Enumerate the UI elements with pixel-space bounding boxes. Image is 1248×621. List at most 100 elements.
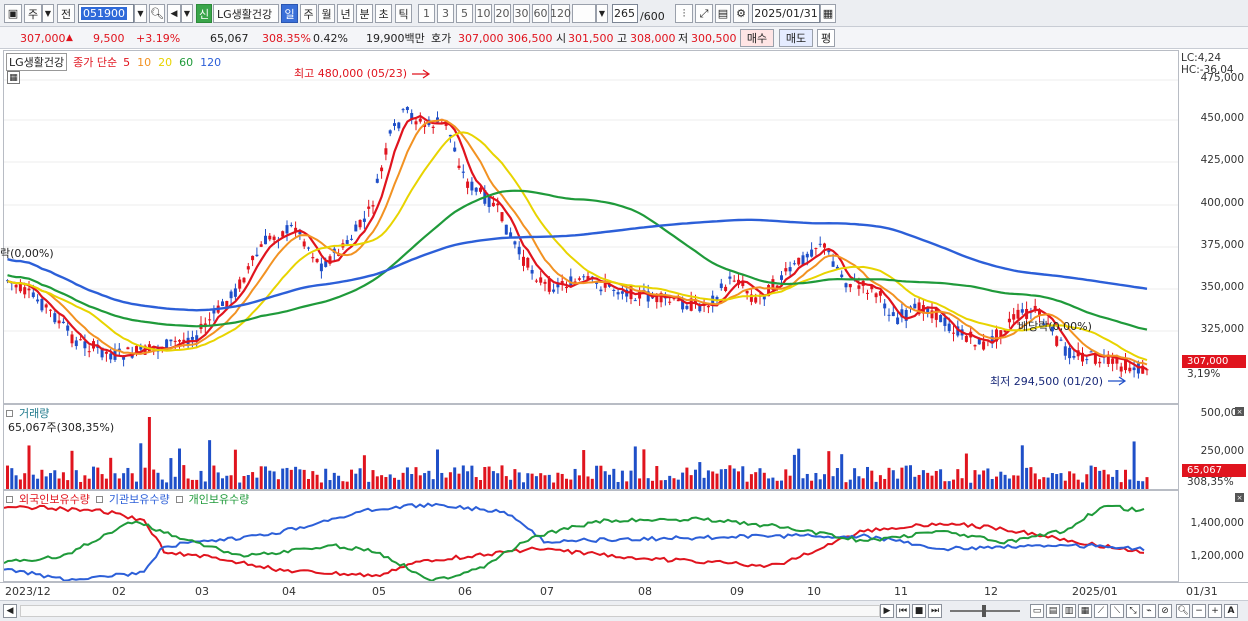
holding-panel[interactable] xyxy=(3,490,1179,582)
draw-icon[interactable]: ⤢ xyxy=(695,4,713,23)
period-tab-3[interactable]: 년 xyxy=(337,4,354,23)
stop-icon[interactable]: ■ xyxy=(912,604,926,618)
tool-icon-6[interactable]: ⟍ xyxy=(1110,604,1124,618)
zoom-in-icon[interactable]: + xyxy=(1208,604,1222,618)
x-axis-right-label: 01/31 xyxy=(1186,585,1218,598)
x-label-7: 08 xyxy=(638,585,652,598)
font-size-icon[interactable]: A xyxy=(1224,604,1238,618)
tool-icon-2[interactable]: ▤ xyxy=(1046,604,1060,618)
count-input[interactable]: 265 xyxy=(612,4,638,23)
holding-y-tick-1: 1,200,000 xyxy=(1190,550,1244,562)
open: 301,500 xyxy=(568,31,614,45)
buy-button[interactable]: 매수 xyxy=(740,29,774,47)
x-label-9: 10 xyxy=(807,585,821,598)
price-panel[interactable] xyxy=(3,50,1179,404)
volume-y-axis: 500,000 250,000 65,067 308,35% xyxy=(1179,404,1248,490)
ask1: 307,000 xyxy=(458,31,504,45)
holding-chart xyxy=(4,502,1145,581)
candle-icon[interactable]: ⫶ xyxy=(675,4,693,23)
tool-icon-1[interactable]: ▭ xyxy=(1030,604,1044,618)
price-y-tick-3: 400,000 xyxy=(1200,197,1244,209)
x-label-10: 11 xyxy=(894,585,908,598)
x-label-6: 07 xyxy=(540,585,554,598)
tool-icon-7[interactable]: ⤡ xyxy=(1126,604,1140,618)
speaker-icon[interactable]: ◀ xyxy=(167,4,181,23)
interval-button-3[interactable]: 10 xyxy=(475,4,492,23)
zoom-slider-handle[interactable] xyxy=(982,605,986,617)
window-icon[interactable]: ▣ xyxy=(4,4,22,23)
legend-stock-name: LG생활건강 xyxy=(6,53,68,71)
period-tab-5[interactable]: 초 xyxy=(375,4,392,23)
interval-button-7[interactable]: 120 xyxy=(550,4,571,23)
interval-button-2[interactable]: 5 xyxy=(456,4,473,23)
tool-icon-8[interactable]: ⌁ xyxy=(1142,604,1156,618)
interval-button-4[interactable]: 20 xyxy=(494,4,511,23)
rewind-icon[interactable]: ⏮ xyxy=(896,604,910,618)
calendar-icon[interactable]: ▦ xyxy=(820,4,836,23)
search-icon[interactable]: 🔍︎ xyxy=(149,4,165,23)
period-tab-1[interactable]: 주 xyxy=(300,4,317,23)
prev-button[interactable]: 전 xyxy=(57,4,75,23)
stock-name: LG생활건강 xyxy=(213,4,279,23)
price-legend: LG생활건강 종가 단순 5 10 20 60 120 xyxy=(6,53,221,71)
volume-panel[interactable] xyxy=(3,404,1179,490)
code-value: 051900 xyxy=(81,7,127,20)
date-input[interactable]: 2025/01/31 xyxy=(752,4,820,23)
period-tab-0[interactable]: 일 xyxy=(281,4,298,23)
zoom-out-icon[interactable]: − xyxy=(1192,604,1206,618)
scroll-left-icon[interactable]: ◀ xyxy=(3,604,17,618)
close-volume-icon[interactable]: × xyxy=(1235,407,1244,416)
volume-last-pct: 308,35% xyxy=(1187,476,1234,488)
interval-dropdown-icon[interactable]: ▼ xyxy=(596,4,608,23)
period-tab-4[interactable]: 분 xyxy=(356,4,373,23)
change: 9,500 xyxy=(93,31,125,45)
turnover-pct: 0.42% xyxy=(313,31,348,45)
type-select[interactable]: 주 xyxy=(24,4,42,23)
interval-button-5[interactable]: 30 xyxy=(513,4,530,23)
tool-icon-9[interactable]: ⊘ xyxy=(1158,604,1172,618)
lc-label: LC:4,24 xyxy=(1181,52,1222,64)
price: 307,000 xyxy=(20,31,66,45)
interval-button-6[interactable]: 60 xyxy=(532,4,549,23)
legend-ma-periods: 5 10 20 60 120 xyxy=(123,56,221,69)
legend-ma-4: 120 xyxy=(200,55,222,69)
holding-legend-box-0 xyxy=(6,495,13,503)
scroll-bar[interactable]: ◀ ▶ ⏮ ■ ⏭ ▭ ▤ ▥ ▦ ⟋ ⟍ ⤡ ⌁ ⊘ 🔍︎ − + A xyxy=(0,600,1248,621)
volume-legend-box xyxy=(6,409,13,417)
close-holding-icon[interactable]: × xyxy=(1235,493,1244,502)
code-dropdown-icon[interactable]: ▼ xyxy=(134,4,147,23)
ask2: 306,500 xyxy=(507,31,553,45)
interval-button-0[interactable]: 1 xyxy=(418,4,435,23)
low-annotation: 최저 294,500 (01/20) xyxy=(990,375,1104,388)
tool-icon-4[interactable]: ▦ xyxy=(1078,604,1092,618)
interval-button-1[interactable]: 3 xyxy=(437,4,454,23)
grid-icon[interactable]: ▦ xyxy=(7,71,20,84)
period-tab-2[interactable]: 월 xyxy=(318,4,335,23)
open-label: 시 xyxy=(556,32,567,45)
holding-legend-box-1 xyxy=(95,495,103,503)
count-total: /600 xyxy=(640,9,665,23)
forward-icon[interactable]: ⏭ xyxy=(928,604,942,618)
high: 308,000 xyxy=(630,31,676,45)
volume-last-tag: 65,067 xyxy=(1182,464,1246,477)
ask-label: 호가 xyxy=(431,32,452,45)
legend-ma-label: 종가 단순 xyxy=(73,56,118,69)
period-tab-6[interactable]: 틱 xyxy=(395,4,412,23)
new-badge: 신 xyxy=(196,4,212,23)
chevron-down-icon[interactable]: ▼ xyxy=(42,4,54,23)
chevron-down-icon-2[interactable]: ▼ xyxy=(181,4,193,23)
zoom-icon[interactable]: 🔍︎ xyxy=(1176,604,1190,618)
code-input[interactable]: 051900 xyxy=(78,4,134,23)
save-icon[interactable]: ▤ xyxy=(715,4,731,23)
scroll-right-icon[interactable]: ▶ xyxy=(880,604,894,618)
tool-icon-3[interactable]: ▥ xyxy=(1062,604,1076,618)
high-label: 고 xyxy=(617,32,628,45)
scroll-track[interactable] xyxy=(20,605,880,617)
gear-icon[interactable]: ⚙ xyxy=(733,4,749,23)
eval-button[interactable]: 평 xyxy=(817,29,835,47)
price-y-tick-4: 375,000 xyxy=(1200,239,1244,251)
price-y-tick-1: 450,000 xyxy=(1200,112,1244,124)
interval-custom[interactable] xyxy=(572,4,596,23)
sell-button[interactable]: 매도 xyxy=(779,29,813,47)
tool-icon-5[interactable]: ⟋ xyxy=(1094,604,1108,618)
